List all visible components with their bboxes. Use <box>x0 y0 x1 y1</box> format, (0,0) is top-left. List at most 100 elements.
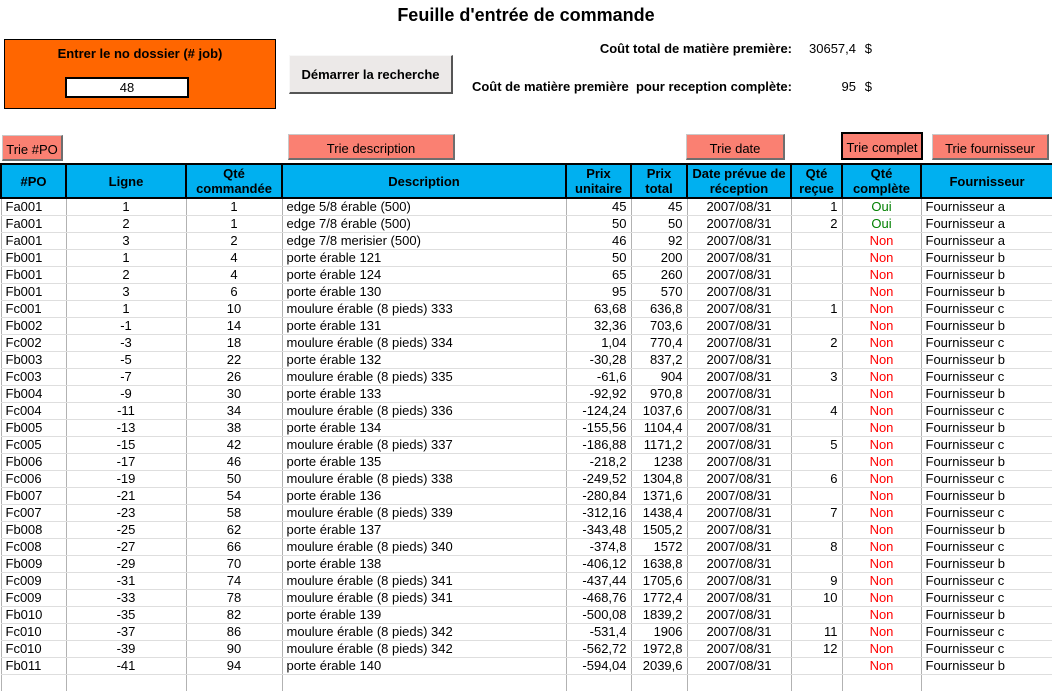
cell-qte-commandee[interactable]: 66 <box>186 538 283 556</box>
cell-description[interactable]: porte érable 130 <box>282 283 567 301</box>
cell-prix-unitaire[interactable]: 32,36 <box>566 317 632 335</box>
cell-qte-recue[interactable] <box>791 555 843 573</box>
cell-qte-commandee[interactable]: 94 <box>186 657 283 675</box>
cell-prix-unitaire[interactable]: -374,8 <box>566 538 632 556</box>
cell-ligne[interactable]: 1 <box>66 249 187 267</box>
cell-prix-total[interactable]: 45 <box>631 198 688 216</box>
cell-ligne[interactable]: -13 <box>66 419 187 437</box>
cell-ligne[interactable]: -25 <box>66 521 187 539</box>
cell-fournisseur[interactable]: Fournisseur b <box>921 266 1052 284</box>
cell-prix-unitaire[interactable]: 1,04 <box>566 334 632 352</box>
cell-po[interactable]: Fc009 <box>0 589 67 607</box>
cell-qte-commandee[interactable]: 46 <box>186 453 283 471</box>
cell-qte-complete[interactable]: Non <box>842 521 922 539</box>
cell-qte-recue[interactable]: 5 <box>791 436 843 454</box>
cell-prix-unitaire[interactable]: -92,92 <box>566 385 632 403</box>
cell-qte-complete[interactable]: Non <box>842 266 922 284</box>
cell-qte-complete[interactable]: Non <box>842 402 922 420</box>
cell-qte-commandee[interactable]: 18 <box>186 334 283 352</box>
cell-ligne[interactable] <box>66 674 187 691</box>
cell-ligne[interactable]: -23 <box>66 504 187 522</box>
cell-prix-total[interactable]: 636,8 <box>631 300 688 318</box>
column-header-prix-unitaire[interactable]: Prix unitaire <box>565 163 632 199</box>
cell-po[interactable]: Fb001 <box>0 266 67 284</box>
cell-description[interactable]: porte érable 138 <box>282 555 567 573</box>
cell-prix-total[interactable]: 1304,8 <box>631 470 688 488</box>
cell-ligne[interactable]: -15 <box>66 436 187 454</box>
cell-date-reception[interactable]: 2007/08/31 <box>687 317 792 335</box>
cell-qte-complete[interactable]: Non <box>842 368 922 386</box>
cell-prix-total[interactable]: 570 <box>631 283 688 301</box>
cell-prix-unitaire[interactable]: -312,16 <box>566 504 632 522</box>
cell-qte-complete[interactable]: Oui <box>842 198 922 216</box>
cell-description[interactable]: edge 5/8 érable (500) <box>282 198 567 216</box>
cell-qte-recue[interactable] <box>791 351 843 369</box>
cell-qte-recue[interactable] <box>791 419 843 437</box>
column-header-date-reception[interactable]: Date prévue de réception <box>686 163 792 199</box>
cell-qte-commandee[interactable]: 22 <box>186 351 283 369</box>
column-header-qte-recue[interactable]: Qté reçue <box>790 163 843 199</box>
cell-prix-total[interactable]: 1037,6 <box>631 402 688 420</box>
cell-prix-total[interactable]: 904 <box>631 368 688 386</box>
cell-qte-commandee[interactable]: 6 <box>186 283 283 301</box>
cell-description[interactable]: porte érable 137 <box>282 521 567 539</box>
cell-prix-unitaire[interactable]: -61,6 <box>566 368 632 386</box>
cell-prix-total[interactable]: 1839,2 <box>631 606 688 624</box>
sort-supplier-button[interactable]: Trie fournisseur <box>932 134 1049 160</box>
cell-ligne[interactable]: -19 <box>66 470 187 488</box>
cell-date-reception[interactable]: 2007/08/31 <box>687 385 792 403</box>
cell-ligne[interactable]: -1 <box>66 317 187 335</box>
start-search-button[interactable]: Démarrer la recherche <box>289 55 453 94</box>
cell-date-reception[interactable]: 2007/08/31 <box>687 640 792 658</box>
cell-fournisseur[interactable]: Fournisseur b <box>921 555 1052 573</box>
cell-qte-commandee[interactable]: 34 <box>186 402 283 420</box>
cell-qte-commandee[interactable]: 70 <box>186 555 283 573</box>
cell-qte-recue[interactable]: 3 <box>791 368 843 386</box>
cell-po[interactable]: Fb006 <box>0 453 67 471</box>
cell-fournisseur[interactable]: Fournisseur a <box>921 232 1052 250</box>
cell-po[interactable]: Fc003 <box>0 368 67 386</box>
cell-prix-total[interactable]: 970,8 <box>631 385 688 403</box>
cell-qte-complete[interactable]: Non <box>842 555 922 573</box>
cell-qte-complete[interactable]: Non <box>842 538 922 556</box>
cell-po[interactable]: Fb007 <box>0 487 67 505</box>
cell-qte-commandee[interactable]: 38 <box>186 419 283 437</box>
cell-prix-total[interactable]: 1572 <box>631 538 688 556</box>
cell-date-reception[interactable]: 2007/08/31 <box>687 198 792 216</box>
cell-fournisseur[interactable]: Fournisseur c <box>921 334 1052 352</box>
cell-qte-commandee[interactable]: 90 <box>186 640 283 658</box>
cell-qte-recue[interactable]: 6 <box>791 470 843 488</box>
cell-po[interactable]: Fc001 <box>0 300 67 318</box>
cell-prix-unitaire[interactable]: -594,04 <box>566 657 632 675</box>
cell-ligne[interactable]: -39 <box>66 640 187 658</box>
cell-po[interactable]: Fc006 <box>0 470 67 488</box>
cell-description[interactable]: porte érable 131 <box>282 317 567 335</box>
cell-date-reception[interactable]: 2007/08/31 <box>687 453 792 471</box>
cell-qte-complete[interactable]: Non <box>842 657 922 675</box>
column-header-ligne[interactable]: Ligne <box>65 163 187 199</box>
cell-prix-total[interactable]: 1171,2 <box>631 436 688 454</box>
cell-fournisseur[interactable]: Fournisseur b <box>921 419 1052 437</box>
cell-qte-complete[interactable]: Non <box>842 453 922 471</box>
cell-qte-commandee[interactable]: 26 <box>186 368 283 386</box>
cell-prix-unitaire[interactable]: 63,68 <box>566 300 632 318</box>
cell-fournisseur[interactable]: Fournisseur c <box>921 589 1052 607</box>
cell-prix-unitaire[interactable]: -343,48 <box>566 521 632 539</box>
cell-fournisseur[interactable]: Fournisseur b <box>921 283 1052 301</box>
cell-prix-unitaire[interactable]: 95 <box>566 283 632 301</box>
cell-po[interactable]: Fb010 <box>0 606 67 624</box>
cell-qte-complete[interactable]: Non <box>842 640 922 658</box>
cell-qte-complete[interactable]: Non <box>842 504 922 522</box>
cell-qte-recue[interactable] <box>791 232 843 250</box>
cell-ligne[interactable]: 2 <box>66 215 187 233</box>
cell-date-reception[interactable]: 2007/08/31 <box>687 504 792 522</box>
cell-qte-complete[interactable]: Non <box>842 232 922 250</box>
cell-prix-unitaire[interactable]: -280,84 <box>566 487 632 505</box>
cell-prix-unitaire[interactable]: 46 <box>566 232 632 250</box>
cell-description[interactable]: moulure érable (8 pieds) 333 <box>282 300 567 318</box>
cell-description[interactable]: moulure érable (8 pieds) 338 <box>282 470 567 488</box>
cell-ligne[interactable]: -33 <box>66 589 187 607</box>
cell-description[interactable]: porte érable 135 <box>282 453 567 471</box>
cell-qte-commandee[interactable]: 58 <box>186 504 283 522</box>
cell-qte-commandee[interactable]: 86 <box>186 623 283 641</box>
